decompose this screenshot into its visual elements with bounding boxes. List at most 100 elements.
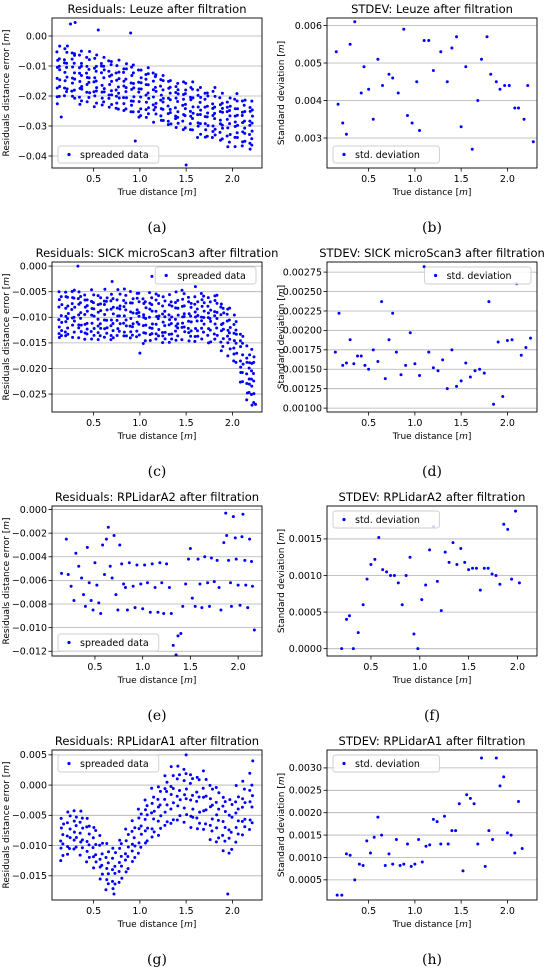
data-point <box>371 348 375 352</box>
x-tick-label: 2.0 <box>510 662 525 673</box>
data-point <box>211 89 215 93</box>
data-point <box>365 577 369 581</box>
data-point <box>214 785 218 789</box>
chart-title: STDEV: RPLidarA1 after filtration <box>339 734 526 748</box>
data-point <box>129 31 133 35</box>
data-point <box>248 361 252 365</box>
data-point <box>72 319 76 323</box>
data-point <box>133 606 137 610</box>
data-point <box>220 137 224 141</box>
data-point <box>394 350 398 354</box>
data-point <box>105 318 109 322</box>
data-point <box>78 301 82 305</box>
data-point <box>520 847 524 851</box>
data-point <box>169 785 173 789</box>
data-point <box>97 601 101 605</box>
data-point <box>111 879 115 883</box>
y-axis-label: Standard deviation [m] <box>277 285 287 389</box>
data-point <box>82 593 85 597</box>
data-point <box>245 391 249 395</box>
data-point <box>248 818 252 822</box>
data-point <box>162 611 166 615</box>
data-point <box>176 804 180 808</box>
data-point <box>87 581 91 585</box>
x-tick-label: 1.5 <box>461 662 476 673</box>
data-point <box>213 322 217 326</box>
data-point <box>106 872 110 876</box>
data-point <box>104 537 108 541</box>
data-point <box>479 756 483 760</box>
data-point <box>221 126 225 130</box>
data-point <box>236 832 240 836</box>
data-point <box>461 869 465 873</box>
data-point <box>100 863 104 867</box>
data-point <box>238 603 242 607</box>
axes-frame <box>51 749 263 901</box>
data-point <box>171 801 175 805</box>
data-point <box>130 103 134 107</box>
data-point <box>158 789 162 793</box>
legend-marker <box>434 273 438 278</box>
data-point <box>80 576 84 580</box>
panel-caption: (f) <box>424 708 440 724</box>
data-point <box>59 334 63 338</box>
data-point <box>135 291 139 295</box>
data-point <box>63 86 67 90</box>
data-point <box>245 372 249 376</box>
data-point <box>79 323 83 327</box>
data-points <box>55 21 254 167</box>
data-point <box>373 557 377 561</box>
data-point <box>214 800 218 804</box>
data-point <box>468 375 472 379</box>
data-point <box>204 778 208 782</box>
data-point <box>240 144 244 148</box>
data-point <box>145 839 149 843</box>
data-point <box>145 581 149 585</box>
data-point <box>182 92 186 96</box>
data-point <box>109 338 113 342</box>
data-point <box>85 860 89 864</box>
data-point <box>61 833 65 837</box>
data-point <box>239 345 243 349</box>
data-point <box>62 94 66 98</box>
data-point <box>211 129 215 133</box>
data-point <box>77 313 81 317</box>
data-point <box>232 352 236 356</box>
data-point <box>221 833 225 837</box>
data-point <box>227 851 231 855</box>
data-point <box>250 821 254 825</box>
data-point <box>116 288 120 292</box>
y-tick-label: 0.000 <box>20 505 47 516</box>
data-point <box>125 608 129 612</box>
data-point <box>103 573 106 576</box>
data-point <box>119 854 123 858</box>
data-point <box>77 564 81 568</box>
data-point <box>114 94 118 98</box>
data-point <box>196 121 200 125</box>
data-point <box>212 332 216 336</box>
data-point <box>202 315 206 319</box>
data-point <box>79 316 83 320</box>
data-point <box>229 604 233 608</box>
data-point <box>90 321 94 325</box>
data-point <box>353 20 357 24</box>
data-point <box>59 295 63 299</box>
data-point <box>161 334 165 338</box>
data-point <box>186 295 190 299</box>
data-point <box>400 603 404 607</box>
data-point <box>159 826 163 830</box>
data-points <box>60 511 256 657</box>
data-point <box>105 326 109 330</box>
data-point <box>83 293 87 297</box>
data-point <box>87 58 91 62</box>
data-point <box>100 872 104 876</box>
data-point <box>139 824 143 828</box>
data-point <box>243 558 247 562</box>
data-point <box>250 805 254 809</box>
data-point <box>105 308 109 312</box>
data-point <box>182 80 186 84</box>
data-point <box>228 96 232 100</box>
data-point <box>156 610 160 614</box>
data-point <box>110 79 114 83</box>
data-point <box>514 509 518 513</box>
